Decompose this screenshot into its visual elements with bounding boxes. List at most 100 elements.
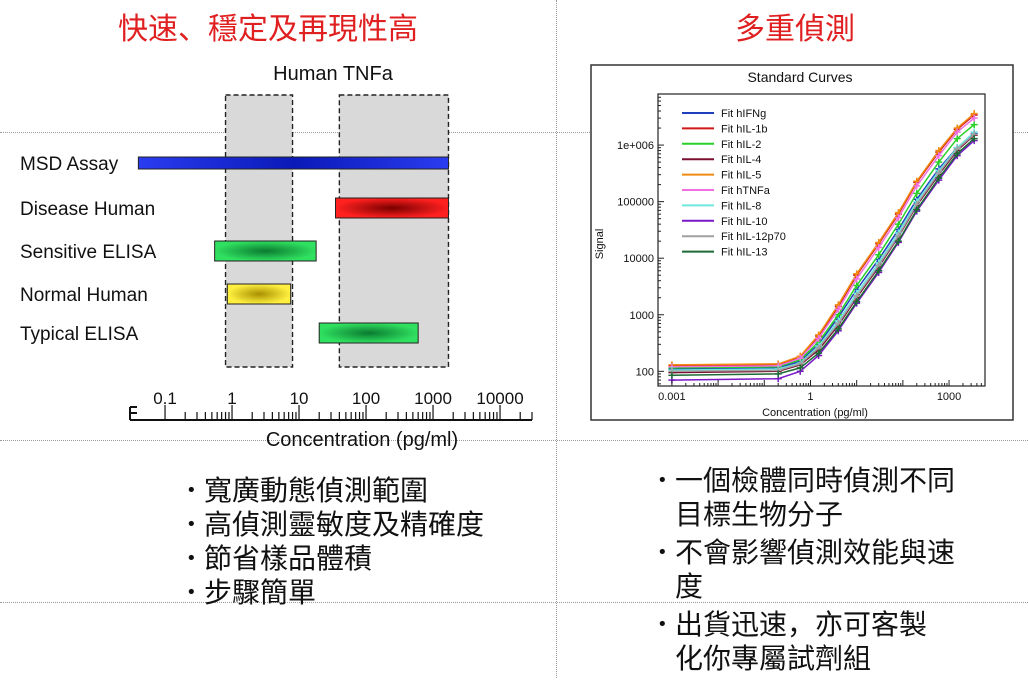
data-point	[935, 158, 943, 166]
data-point	[853, 275, 861, 283]
guide-line	[556, 0, 557, 678]
legend-item: Fit hIL-8	[682, 200, 761, 212]
guide-line	[0, 440, 1028, 441]
legend-label: Fit hIL-5	[721, 170, 761, 182]
left-heading: 快速、穩定及再現性高	[118, 12, 418, 47]
curve-chart-ylabel: Signal	[594, 229, 606, 260]
data-point	[894, 237, 902, 245]
y-tick-label: 10000	[623, 253, 654, 265]
legend-label: Fit hIL-12p70	[721, 231, 786, 243]
series-line	[671, 124, 975, 369]
legend-label: Fit hTNFa	[721, 185, 771, 197]
data-point	[774, 370, 782, 378]
category-label: Disease Human	[20, 199, 155, 220]
series-line	[671, 140, 975, 381]
x-tick-label: 0.001	[658, 391, 686, 403]
bullet-line: 化你專屬試劑組	[675, 642, 872, 675]
x-tick-label: 1000	[414, 389, 452, 408]
legend-item: Fit hIL-12p70	[682, 231, 786, 243]
legend-item: Fit hIL-10	[682, 216, 767, 228]
series-line	[671, 113, 975, 366]
range-bar	[214, 240, 317, 262]
category-label: Normal Human	[20, 285, 148, 306]
bullet-line: 出貨迅速，亦可客製	[675, 608, 928, 641]
bullet-item: 一個檢體同時偵測不同 目標生物分子	[657, 464, 997, 532]
x-tick-label: 10000	[476, 389, 523, 408]
legend-item: Fit hTNFa	[682, 185, 771, 197]
curve-chart-title: Standard Curves	[747, 69, 852, 85]
guide-line	[0, 132, 1028, 133]
data-point	[668, 371, 676, 379]
bullet-item: 步驟簡單	[186, 576, 484, 610]
bullet-line: 一個檢體同時偵測不同	[675, 464, 956, 497]
data-point	[970, 121, 978, 129]
data-point	[970, 135, 978, 143]
series-line	[671, 133, 975, 373]
data-point	[834, 305, 842, 313]
curve-chart-xlabel: Concentration (pg/ml)	[762, 407, 868, 419]
legend-label: Fit hIL-13	[721, 247, 767, 259]
right-bullet-list: 一個檢體同時偵測不同 目標生物分子 不會影響偵測效能與速 度 出貨迅速，亦可客製…	[657, 464, 997, 680]
highlight-range	[224, 94, 294, 368]
standard-curves-chart: Standard Curves Signal Concentration (pg…	[590, 64, 1014, 421]
range-chart: Human TNFa MSD Assay Disease Human Sensiti…	[20, 63, 533, 451]
data-point	[935, 174, 943, 182]
y-tick-label: 100	[636, 366, 654, 378]
category-label: MSD Assay	[20, 154, 119, 175]
bullet-line: 度	[675, 570, 704, 603]
data-point	[875, 251, 883, 259]
data-point	[875, 243, 883, 251]
legend-label: Fit hIL-8	[721, 200, 761, 212]
data-point	[815, 335, 823, 343]
y-tick-label: 1000	[630, 310, 654, 322]
category-label: Typical ELISA	[20, 324, 139, 345]
series-line	[671, 138, 975, 377]
x-tick-label: 1000	[937, 391, 961, 403]
legend-label: Fit hIFNg	[721, 108, 766, 120]
bullet-item: 高偵測靈敏度及精確度	[186, 508, 484, 542]
bullet-item: 出貨迅速，亦可客製 化你專屬試劑組	[657, 608, 997, 676]
legend-item: Fit hIL-13	[682, 247, 767, 259]
bullet-item: 節省樣品體積	[186, 542, 484, 576]
range-bar	[334, 197, 449, 219]
category-label: Sensitive ELISA	[20, 242, 157, 263]
data-point	[913, 206, 921, 214]
range-bar	[318, 322, 419, 344]
data-point	[894, 214, 902, 222]
y-tick-label: 1e+006	[617, 140, 654, 152]
left-bullet-list: 寬廣動態偵測範圍 高偵測靈敏度及精確度 節省樣品體積 步驟簡單	[186, 474, 484, 610]
legend-item: Fit hIL-1b	[682, 123, 767, 135]
bullet-item: 寬廣動態偵測範圍	[186, 474, 484, 508]
data-point	[853, 281, 861, 289]
data-point	[935, 152, 943, 160]
range-chart-title: Human TNFa	[273, 63, 394, 85]
legend-item: Fit hIL-2	[682, 139, 761, 151]
bullet-line: 不會影響偵測效能與速	[675, 536, 956, 569]
legend-item: Fit hIL-5	[682, 170, 761, 182]
legend-label: Fit hIL-2	[721, 139, 761, 151]
y-tick-label: 100000	[617, 197, 654, 209]
highlight-range	[338, 94, 450, 368]
data-point	[913, 182, 921, 190]
bullet-line: 目標生物分子	[675, 498, 844, 531]
data-point	[796, 364, 804, 372]
data-point	[953, 150, 961, 158]
x-tick-label: 1	[807, 391, 813, 403]
series-line	[671, 131, 975, 371]
series-line	[671, 132, 975, 370]
bullet-item: 不會影響偵測效能與速 度	[657, 536, 997, 604]
x-tick-label: 0.1	[153, 389, 177, 408]
data-point	[894, 220, 902, 228]
legend-label: Fit hIL-4	[721, 154, 761, 166]
x-tick-label: 100	[352, 389, 380, 408]
guide-line	[0, 602, 1028, 603]
data-point	[815, 349, 823, 357]
range-chart-xlabel: Concentration (pg/ml)	[266, 429, 458, 451]
legend-label: Fit hIL-10	[721, 216, 767, 228]
series-line	[671, 117, 975, 368]
right-heading: 多重偵測	[735, 12, 855, 47]
x-tick-label: 10	[290, 389, 309, 408]
legend-label: Fit hIL-1b	[721, 123, 767, 135]
data-point	[970, 114, 978, 122]
data-point	[953, 135, 961, 143]
